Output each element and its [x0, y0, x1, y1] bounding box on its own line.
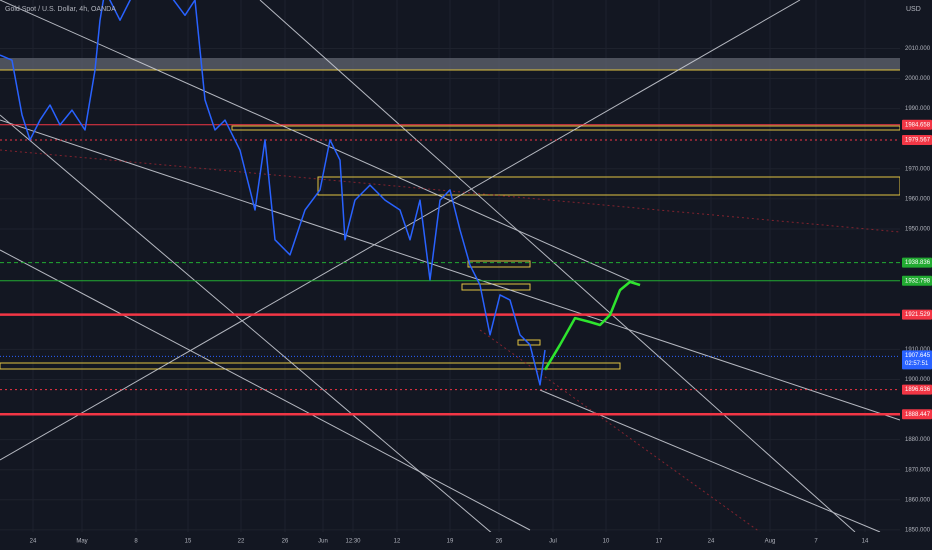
x-tick-label: 22 — [238, 539, 245, 545]
x-tick-label: 26 — [496, 539, 503, 545]
price-tag-label: 1938.836 — [905, 260, 931, 266]
zone — [317, 176, 900, 196]
x-tick-label: Aug — [765, 539, 776, 545]
y-tick-label: 1990.000 — [905, 106, 931, 112]
price-tag-label: 1896.636 — [905, 387, 931, 393]
x-tick-label: 7 — [814, 539, 818, 545]
trend-line — [0, 0, 641, 286]
zone — [461, 283, 531, 291]
price-tag — [902, 275, 932, 286]
y-tick-label: 1910.000 — [905, 347, 931, 353]
grid — [0, 0, 900, 532]
levels — [0, 124, 900, 416]
price-tag — [902, 384, 932, 395]
price-tag-label: 1888.447 — [905, 412, 931, 418]
y-tick-label: 2000.000 — [905, 76, 931, 82]
x-tick-label: 24 — [708, 539, 715, 545]
x-tick-label: 17 — [656, 539, 663, 545]
price-line — [0, 0, 546, 386]
y-tick-label: 2010.000 — [905, 46, 931, 52]
price-tag-label: 1921.529 — [905, 312, 931, 318]
x-tick-label: Jun — [318, 539, 328, 545]
x-tick-label: 15 — [185, 539, 192, 545]
zone — [231, 125, 900, 131]
y-tick-label: 1870.000 — [905, 467, 931, 473]
y-tick-label: 1880.000 — [905, 437, 931, 443]
y-tick-label: 1860.000 — [905, 497, 931, 503]
x-tick-label: May — [76, 539, 87, 545]
current-price-tag — [902, 350, 932, 370]
price-tag — [902, 257, 932, 268]
trend-line — [0, 0, 801, 461]
currency: USD — [906, 6, 921, 13]
price-line — [543, 280, 641, 371]
x-tick-label: 14 — [862, 539, 869, 545]
y-tick-label: 1960.000 — [905, 196, 931, 202]
countdown: 02:57:51 — [905, 361, 929, 367]
x-tick-label: 10 — [603, 539, 610, 545]
drawings — [0, 0, 900, 532]
zone — [0, 362, 621, 370]
price-tag-label: 1979.567 — [905, 138, 931, 144]
chart-title: Gold Spot / U.S. Dollar, 4h, OANDA — [5, 6, 116, 13]
price-tag — [902, 135, 932, 146]
series — [0, 0, 641, 386]
x-tick-label: 24 — [30, 539, 37, 545]
price-tag — [902, 409, 932, 420]
y-tick-label: 1950.000 — [905, 227, 931, 233]
y-tick-label: 1900.000 — [905, 377, 931, 383]
zone — [467, 260, 531, 268]
price-tag — [902, 119, 932, 130]
y-tick-label: 1970.000 — [905, 166, 931, 172]
x-tick-label: 26 — [282, 539, 289, 545]
trend-line — [0, 114, 492, 532]
labels: 2010.000 2000.000 1990.000 1970.000 1960.000… — [30, 46, 932, 545]
zone — [0, 58, 900, 70]
x-tick-label: Jul — [549, 539, 557, 545]
trend-line — [259, 0, 856, 532]
price-tag-label: 1932.798 — [905, 278, 931, 284]
price-tag — [902, 309, 932, 320]
zone — [517, 339, 541, 346]
x-tick-label: 12 — [394, 539, 401, 545]
x-tick-label: 8 — [134, 539, 138, 545]
x-tick-label: 12:30 — [345, 539, 361, 545]
current-price-label: 1907.645 — [905, 353, 931, 359]
y-tick-label: 1850.000 — [905, 527, 931, 533]
price-tag-label: 1984.658 — [905, 122, 931, 128]
trend-line — [0, 119, 900, 421]
x-tick-label: 19 — [447, 539, 454, 545]
